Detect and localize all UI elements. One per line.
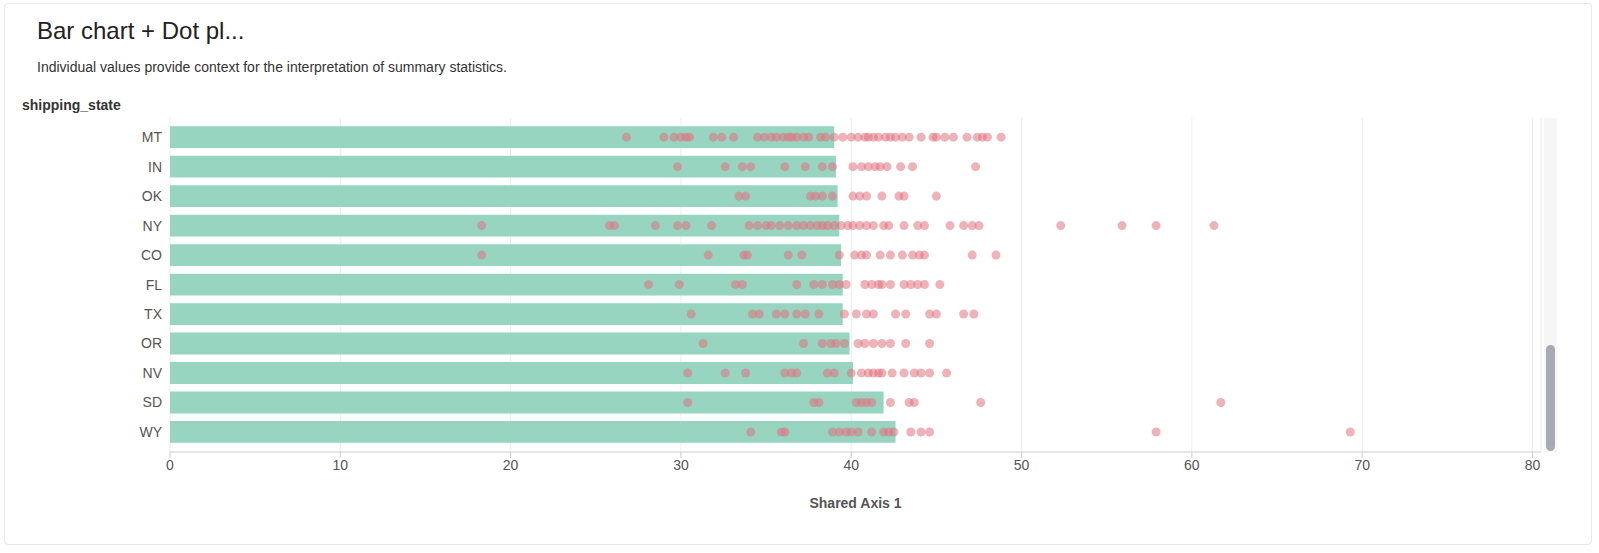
svg-text:CO: CO xyxy=(141,247,162,263)
svg-text:SD: SD xyxy=(143,394,162,410)
svg-text:TX: TX xyxy=(144,306,163,322)
html-text:Bar chart + Dot pl...: Bar chart + Dot pl... xyxy=(37,17,245,44)
svg-text:IN: IN xyxy=(148,159,162,175)
svg-text:80: 80 xyxy=(1525,457,1541,473)
svg-text:10: 10 xyxy=(333,457,349,473)
svg-text:WY: WY xyxy=(139,424,162,440)
html-text:Individual values provide cont: Individual values provide context for th… xyxy=(37,59,507,75)
svg-text:NV: NV xyxy=(143,365,163,381)
svg-text:70: 70 xyxy=(1354,457,1370,473)
svg-text:OK: OK xyxy=(142,188,163,204)
svg-text:60: 60 xyxy=(1184,457,1200,473)
svg-text:OR: OR xyxy=(141,335,162,351)
svg-text:40: 40 xyxy=(843,457,859,473)
svg-text:50: 50 xyxy=(1014,457,1030,473)
svg-text:NY: NY xyxy=(143,218,163,234)
svg-text:20: 20 xyxy=(503,457,519,473)
svg-text:MT: MT xyxy=(142,129,163,145)
svg-text:FL: FL xyxy=(146,277,163,293)
html-text:Shared Axis 1: Shared Axis 1 xyxy=(809,495,902,511)
html-text:shipping_state: shipping_state xyxy=(22,97,121,113)
svg-text:0: 0 xyxy=(166,457,174,473)
svg-text:30: 30 xyxy=(673,457,689,473)
